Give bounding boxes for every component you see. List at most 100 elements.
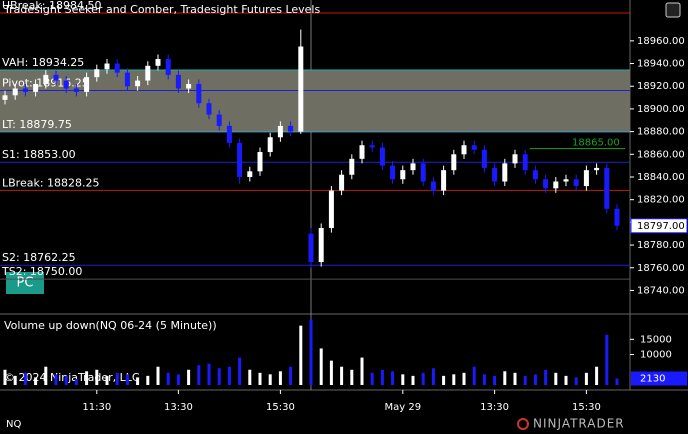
x-tick-label: 11:30 bbox=[82, 402, 111, 413]
last-volume-box bbox=[631, 371, 687, 386]
volume-bar bbox=[319, 348, 323, 385]
candle-body bbox=[410, 163, 416, 171]
candle-body bbox=[400, 170, 406, 180]
volume-bar bbox=[44, 366, 48, 385]
y-tick-label: 18860.00 bbox=[637, 149, 685, 160]
window-button[interactable] bbox=[665, 2, 681, 18]
candle-body bbox=[594, 167, 600, 171]
volume-bar bbox=[13, 375, 17, 385]
candle-body bbox=[2, 95, 8, 100]
candle-body bbox=[186, 83, 192, 89]
candle-body bbox=[451, 154, 457, 171]
volume-bar bbox=[380, 369, 384, 385]
candle-body bbox=[349, 158, 355, 175]
candle-body bbox=[379, 147, 385, 166]
pc-badge[interactable] bbox=[6, 272, 44, 294]
volume-bar bbox=[493, 375, 497, 385]
candle-body bbox=[135, 80, 141, 87]
volume-bar bbox=[23, 372, 27, 385]
y-tick-label: 18900.00 bbox=[637, 104, 685, 115]
candle-body bbox=[196, 83, 202, 104]
volume-bar bbox=[74, 378, 78, 385]
volume-bar bbox=[166, 372, 170, 385]
volume-bar bbox=[472, 366, 476, 385]
volume-bar bbox=[176, 374, 180, 385]
y-tick-label: 18840.00 bbox=[637, 172, 685, 183]
volume-bar bbox=[533, 374, 537, 385]
volume-bar bbox=[258, 372, 262, 385]
candle-body bbox=[369, 145, 375, 148]
candle-body bbox=[471, 145, 477, 150]
candle-body bbox=[216, 114, 222, 126]
volume-bar bbox=[197, 365, 201, 385]
candle-body bbox=[247, 171, 253, 177]
volume-bar bbox=[431, 368, 435, 385]
y-tick-label: 18780.00 bbox=[637, 240, 685, 251]
volume-bar bbox=[115, 372, 119, 385]
candle-body bbox=[226, 125, 232, 143]
candle-body bbox=[461, 145, 467, 155]
candle-body bbox=[124, 72, 130, 87]
volume-bar bbox=[340, 366, 344, 385]
level-label: LT: 18879.75 bbox=[2, 118, 72, 131]
candle-body bbox=[84, 77, 90, 92]
instrument: NQ bbox=[6, 419, 21, 430]
volume-bar bbox=[95, 369, 99, 385]
y-tick-label: 18880.00 bbox=[637, 127, 685, 138]
volume-bar bbox=[513, 372, 517, 385]
level-label: S2: 18762.25 bbox=[2, 251, 76, 264]
volume-bar bbox=[54, 374, 58, 385]
volume-bar bbox=[227, 366, 231, 385]
volume-bar bbox=[503, 371, 507, 385]
chart-title: Tradesight Seeker and Comber, Tradesight… bbox=[3, 3, 320, 16]
candle-body bbox=[573, 179, 579, 187]
candle-body bbox=[339, 174, 345, 191]
candle-body bbox=[553, 181, 559, 189]
candle-body bbox=[114, 63, 120, 73]
candle-body bbox=[318, 228, 324, 263]
volume-bar bbox=[187, 369, 191, 385]
x-tick-label: 13:30 bbox=[164, 402, 193, 413]
volume-bar bbox=[350, 369, 354, 385]
y-tick-label: 18820.00 bbox=[637, 195, 685, 206]
candle-body bbox=[522, 154, 528, 171]
candle-body bbox=[512, 154, 518, 164]
volume-bar bbox=[248, 369, 252, 385]
candle-body bbox=[73, 88, 79, 92]
candle-body bbox=[53, 74, 59, 81]
candle-body bbox=[492, 167, 498, 182]
level-label: VAH: 18934.25 bbox=[2, 56, 84, 69]
volume-bar bbox=[452, 374, 456, 385]
candle-body bbox=[563, 179, 569, 182]
volume-bar bbox=[401, 374, 405, 385]
volume-bar bbox=[105, 375, 109, 385]
volume-bar bbox=[391, 371, 395, 385]
candle-body bbox=[359, 145, 365, 159]
candle-body bbox=[614, 208, 620, 226]
volume-bar bbox=[462, 372, 466, 385]
volume-bar bbox=[34, 377, 38, 385]
last-volume-label: 2130 bbox=[640, 374, 665, 385]
candle-body bbox=[104, 63, 110, 70]
volume-bar bbox=[268, 374, 272, 385]
value-area-band bbox=[0, 70, 630, 132]
level-label: LBreak: 18828.25 bbox=[2, 176, 100, 189]
candle-body bbox=[165, 58, 171, 75]
target-label: 18865.00 bbox=[572, 138, 620, 149]
candle-body bbox=[420, 163, 426, 182]
volume-bar bbox=[574, 377, 578, 385]
volume-bar bbox=[136, 377, 140, 385]
volume-bar bbox=[217, 368, 221, 385]
volume-bar bbox=[238, 357, 242, 385]
candle-body bbox=[206, 103, 212, 115]
y-tick-label: 10000 bbox=[640, 350, 672, 361]
volume-bar bbox=[207, 363, 211, 385]
volume-bar bbox=[411, 375, 415, 385]
last-price-box bbox=[630, 218, 688, 234]
x-tick-label: May 29 bbox=[385, 402, 422, 413]
volume-bar bbox=[615, 378, 619, 385]
volume-bar bbox=[554, 372, 558, 385]
y-tick-label: 18740.00 bbox=[637, 285, 685, 296]
candle-body bbox=[430, 181, 436, 191]
